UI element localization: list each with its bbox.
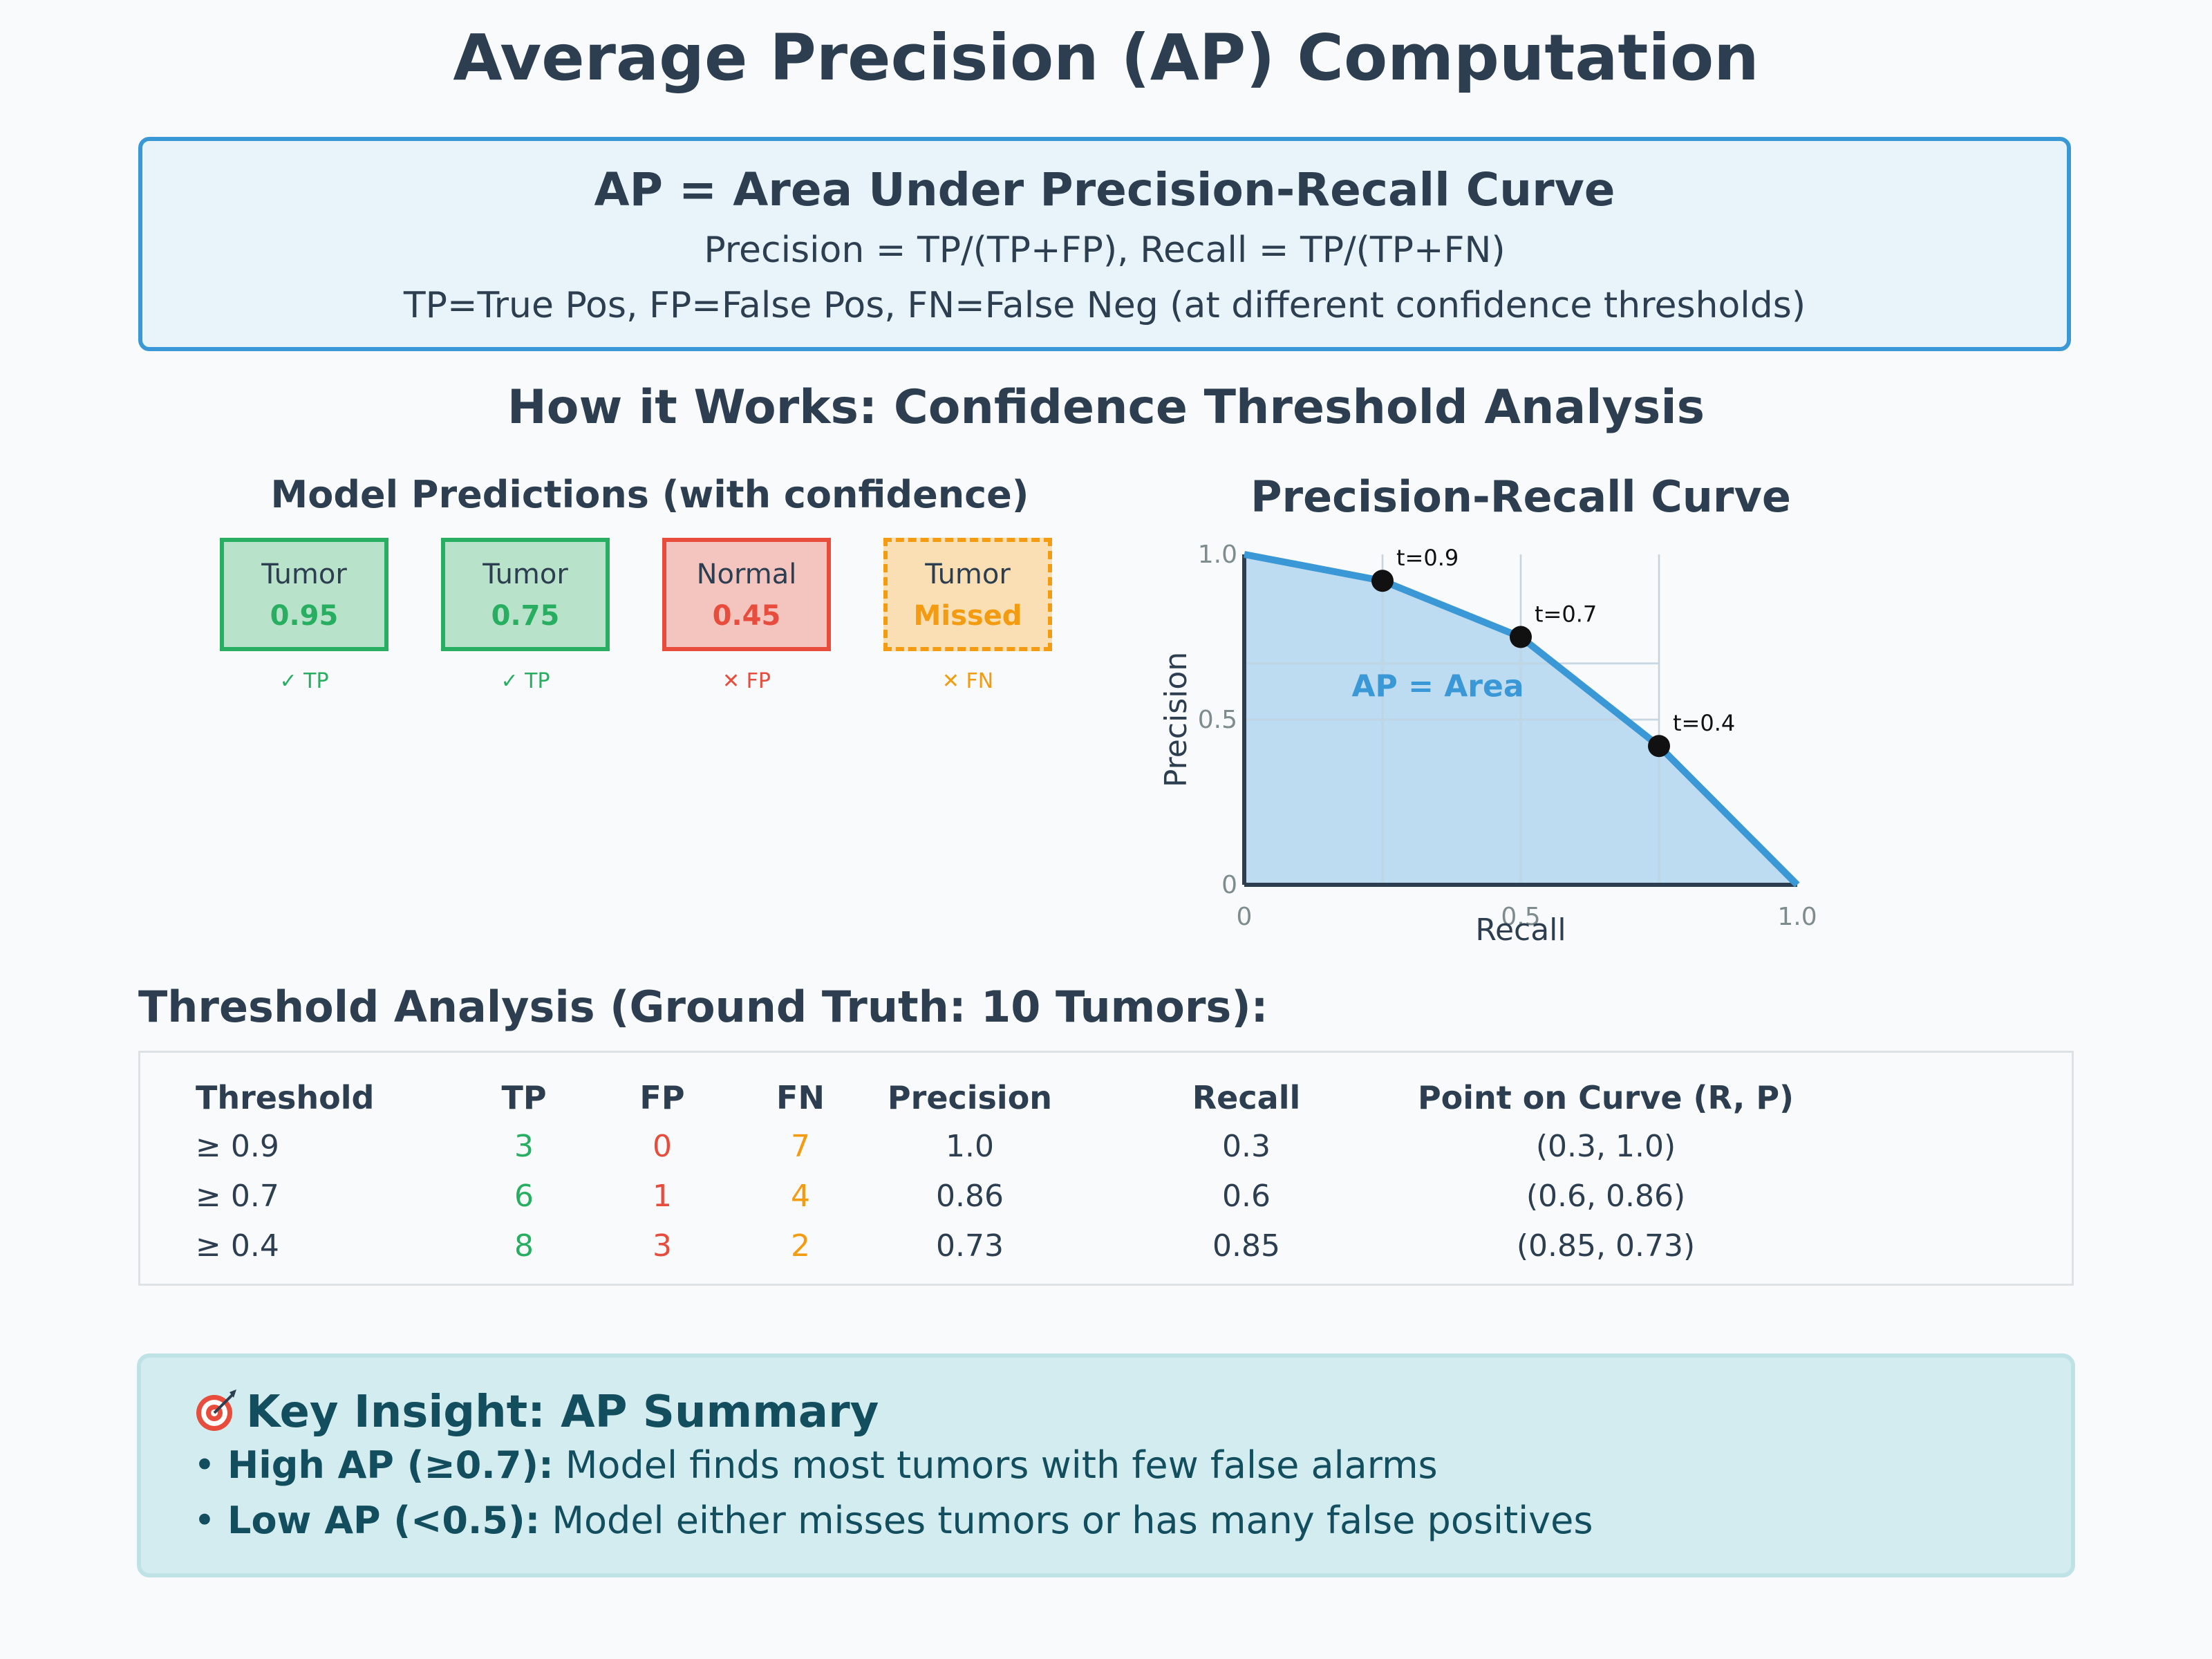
- prediction-verdict: ✓ TP: [279, 669, 329, 693]
- table-cell-fp: 1: [653, 1179, 672, 1214]
- threshold-point-label: t=0.7: [1535, 601, 1597, 628]
- key-insight-title-text: Key Insight: AP Summary: [246, 1387, 879, 1438]
- prediction-confidence: 0.75: [491, 600, 560, 632]
- insight-low-label: Low AP (<0.5):: [227, 1499, 541, 1542]
- table-cell-recall: 0.3: [1222, 1129, 1271, 1164]
- table-cell-fn: 7: [791, 1129, 810, 1164]
- table-cell-threshold: ≥ 0.9: [196, 1129, 279, 1164]
- target-icon: [196, 1389, 236, 1431]
- prediction-label: Normal: [696, 559, 797, 590]
- table-cell-threshold: ≥ 0.7: [196, 1179, 279, 1214]
- prediction-card: Normal 0.45: [662, 538, 831, 651]
- threshold-point-label: t=0.9: [1396, 545, 1459, 571]
- prediction-label: Tumor: [925, 559, 1011, 590]
- x-tick-label: 1.0: [1777, 903, 1817, 931]
- threshold-point: [1648, 735, 1670, 758]
- y-tick-label: 1.0: [1198, 541, 1237, 569]
- section-title: How it Works: Confidence Threshold Analy…: [507, 380, 1705, 435]
- formula-definitions: Precision = TP/(TP+FP), Recall = TP/(TP+…: [704, 229, 1506, 271]
- formula-legend: TP=True Pos, FP=False Pos, FN=False Neg …: [403, 285, 1806, 326]
- y-tick-label: 0: [1221, 871, 1237, 899]
- prediction-verdict: ✕ FP: [722, 669, 771, 693]
- table-cell-fp: 0: [653, 1129, 672, 1164]
- y-axis-label: Precision: [1159, 652, 1194, 787]
- column-header-tp: TP: [501, 1079, 547, 1116]
- insight-line-high: • High AP (≥0.7): Model finds most tumor…: [194, 1443, 1438, 1487]
- column-header-recall: Recall: [1192, 1079, 1301, 1116]
- page-title: Average Precision (AP) Computation: [453, 21, 1759, 95]
- insight-high-text: Model finds most tumors with few false a…: [553, 1443, 1438, 1487]
- prediction-confidence: Missed: [913, 600, 1022, 632]
- chart-title: Precision-Recall Curve: [1250, 471, 1791, 522]
- table-cell-recall: 0.6: [1222, 1179, 1271, 1214]
- table-cell-fp: 3: [653, 1228, 672, 1264]
- prediction-confidence: 0.45: [712, 600, 781, 632]
- table-cell-threshold: ≥ 0.4: [196, 1228, 279, 1264]
- threshold-point: [1371, 570, 1394, 592]
- table-cell-precision: 1.0: [946, 1129, 994, 1164]
- table-cell-tp: 3: [514, 1129, 534, 1164]
- column-header-fn: FN: [776, 1079, 825, 1116]
- column-header-threshold: Threshold: [196, 1079, 375, 1116]
- prediction-confidence: 0.95: [270, 600, 339, 632]
- insight-line-low: • Low AP (<0.5): Model either misses tum…: [194, 1499, 1593, 1542]
- prediction-verdict: ✓ TP: [500, 669, 550, 693]
- formula-title: AP = Area Under Precision-Recall Curve: [594, 163, 1615, 216]
- prediction-card: Tumor 0.95: [220, 538, 388, 651]
- table-cell-precision: 0.73: [936, 1228, 1004, 1264]
- prediction-verdict: ✕ FN: [941, 669, 994, 693]
- table-cell-precision: 0.86: [936, 1179, 1004, 1214]
- insight-high-label: High AP (≥0.7):: [227, 1443, 554, 1487]
- prediction-card: Tumor Missed: [883, 538, 1052, 651]
- table-cell-fn: 4: [791, 1179, 810, 1214]
- insight-low-text: Model either misses tumors or has many f…: [540, 1499, 1593, 1542]
- threshold-table-title: Threshold Analysis (Ground Truth: 10 Tum…: [138, 982, 1268, 1032]
- y-tick-label: 0.5: [1198, 706, 1237, 734]
- prediction-label: Tumor: [482, 559, 568, 590]
- table-cell-point: (0.3, 1.0): [1535, 1129, 1676, 1164]
- prediction-label: Tumor: [261, 559, 347, 590]
- area-annotation: AP = Area: [1351, 669, 1524, 704]
- key-insight-title: Key Insight: AP Summary: [194, 1387, 879, 1438]
- table-cell-recall: 0.85: [1212, 1228, 1280, 1264]
- x-tick-label: 0: [1237, 903, 1253, 931]
- threshold-point: [1510, 626, 1532, 648]
- precision-recall-chart: t=0.9 t=0.7 t=0.4 AP = Area 00 0.5 0.5 1.0 1.0 Re…: [1159, 541, 1817, 948]
- x-tick-label: 0.5: [1501, 903, 1540, 931]
- threshold-point-label: t=0.4: [1673, 710, 1735, 736]
- threshold-table: Threshold TP FP FN Precision Recall Poin…: [138, 1051, 2074, 1286]
- table-cell-fn: 2: [791, 1228, 810, 1264]
- x-axis-label: Recall: [1475, 912, 1566, 948]
- column-header-precision: Precision: [887, 1079, 1053, 1116]
- prediction-card: Tumor 0.75: [441, 538, 610, 651]
- key-insight-box: Key Insight: AP Summary • High AP (≥0.7)…: [137, 1353, 2075, 1577]
- formula-box: AP = Area Under Precision-Recall Curve P…: [138, 137, 2071, 351]
- table-cell-point: (0.85, 0.73): [1516, 1228, 1696, 1264]
- table-cell-point: (0.6, 0.86): [1526, 1179, 1686, 1214]
- table-cell-tp: 8: [514, 1228, 534, 1264]
- column-header-fp: FP: [639, 1079, 685, 1116]
- table-cell-tp: 6: [514, 1179, 534, 1214]
- predictions-title: Model Predictions (with confidence): [270, 473, 1029, 516]
- column-header-point: Point on Curve (R, P): [1417, 1079, 1794, 1116]
